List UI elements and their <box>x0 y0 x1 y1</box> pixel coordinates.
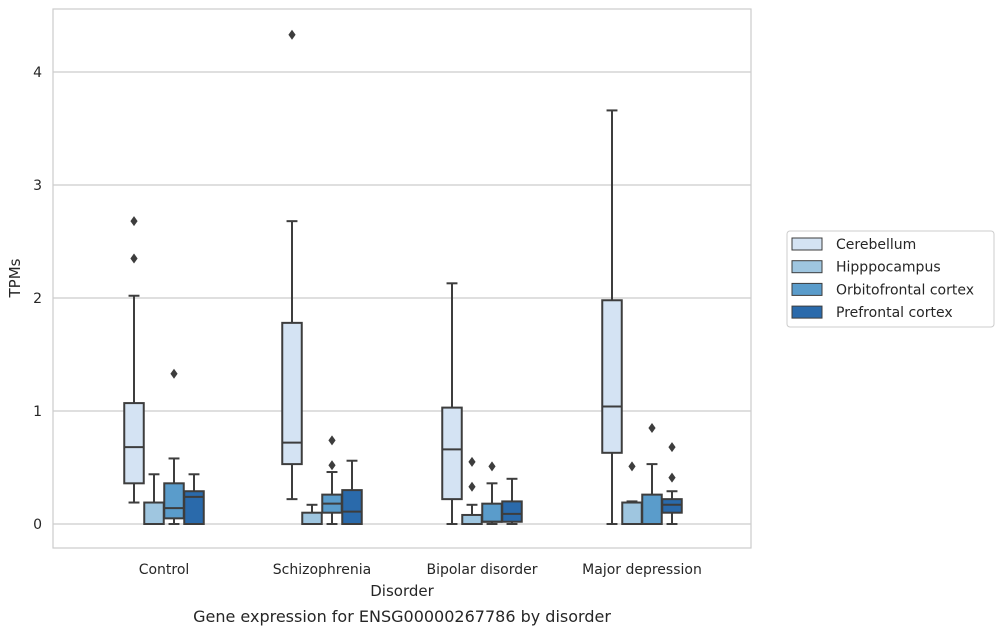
box-cerebellum <box>281 29 303 501</box>
box-orbitofrontal-cortex <box>321 435 343 525</box>
box-iqr <box>143 501 165 525</box>
x-tick-label: Control <box>139 562 190 578</box>
box-iqr <box>481 502 503 523</box>
outlier-point <box>668 442 676 453</box>
outlier-point <box>130 216 138 227</box>
box-prefrontal-cortex <box>501 477 523 525</box>
y-tick-label: 3 <box>33 178 42 194</box>
outlier-point <box>288 29 296 40</box>
outlier-point <box>628 461 636 472</box>
legend-label: Cerebellum <box>836 237 916 253</box>
box-hipppocampus <box>301 503 323 526</box>
box-iqr <box>341 489 363 526</box>
x-tick-label: Bipolar disorder <box>426 562 537 578</box>
x-tick-label: Schizophrenia <box>273 562 371 578</box>
outlier-point <box>648 422 656 433</box>
x-tick-label: Major depression <box>582 562 702 578</box>
x-axis-label: Disorder <box>370 582 434 600</box>
box-iqr <box>163 482 185 520</box>
outlier-point <box>468 456 476 467</box>
y-gridlines <box>53 71 751 525</box>
legend-label: Orbitofrontal cortex <box>836 282 974 298</box>
box-iqr <box>301 511 323 526</box>
outlier-point <box>668 472 676 483</box>
y-tick-label: 0 <box>33 517 42 533</box>
box-prefrontal-cortex <box>661 442 683 525</box>
box-hipppocampus <box>461 456 483 526</box>
box-iqr <box>123 402 145 485</box>
box-prefrontal-cortex <box>341 459 363 526</box>
box-iqr <box>461 513 483 526</box>
box-iqr <box>501 500 523 523</box>
legend-swatch <box>791 260 823 274</box>
legend-swatch <box>791 237 823 251</box>
outlier-point <box>468 481 476 492</box>
outlier-point <box>488 461 496 472</box>
box-iqr <box>661 498 683 514</box>
outlier-point <box>170 368 178 379</box>
legend: Cerebellum Hipppocampus Orbitofrontal cort… <box>786 230 995 328</box>
y-axis-label: TPMs <box>6 258 24 298</box>
x-tick-labels: Control Schizophrenia Bipolar disorder Majo… <box>139 562 702 578</box>
y-tick-labels: 0 1 2 3 4 <box>33 65 42 533</box>
box-iqr <box>641 493 663 525</box>
box-cerebellum <box>441 282 463 525</box>
box-hipppocampus <box>143 473 165 525</box>
box-hipppocampus <box>621 461 643 525</box>
outlier-point <box>328 460 336 471</box>
box-orbitofrontal-cortex <box>641 422 663 525</box>
chart-caption: Gene expression for ENSG00000267786 by d… <box>193 607 611 626</box>
box-orbitofrontal-cortex <box>163 368 185 525</box>
outlier-point <box>328 435 336 446</box>
legend-label: Hipppocampus <box>836 260 941 276</box>
box-orbitofrontal-cortex <box>481 461 503 525</box>
outlier-point <box>130 253 138 264</box>
legend-swatch <box>791 305 823 319</box>
box-iqr <box>281 321 303 466</box>
legend-swatch <box>791 282 823 296</box>
box-series-group <box>123 29 683 526</box>
plot-area-frame <box>52 8 752 549</box>
box-cerebellum <box>123 216 145 504</box>
box-iqr <box>601 299 623 454</box>
box-iqr <box>183 490 205 526</box>
legend-label: Prefrontal cortex <box>836 305 953 321</box>
legend-frame <box>786 230 995 328</box>
box-iqr <box>441 406 463 501</box>
box-cerebellum <box>601 109 623 525</box>
box-prefrontal-cortex <box>183 473 205 526</box>
y-tick-label: 4 <box>33 65 42 81</box>
box-iqr <box>621 501 643 525</box>
y-tick-label: 2 <box>33 291 42 307</box>
y-tick-label: 1 <box>33 404 42 420</box>
